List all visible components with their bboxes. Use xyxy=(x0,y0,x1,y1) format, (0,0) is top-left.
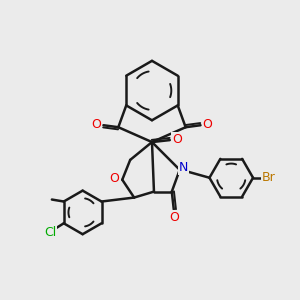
Text: Br: Br xyxy=(262,171,276,184)
Text: O: O xyxy=(172,133,182,146)
Text: O: O xyxy=(110,172,119,185)
Text: O: O xyxy=(202,118,212,131)
Text: O: O xyxy=(92,118,101,131)
Text: O: O xyxy=(169,211,179,224)
Text: N: N xyxy=(179,161,188,174)
Text: Cl: Cl xyxy=(44,226,56,239)
